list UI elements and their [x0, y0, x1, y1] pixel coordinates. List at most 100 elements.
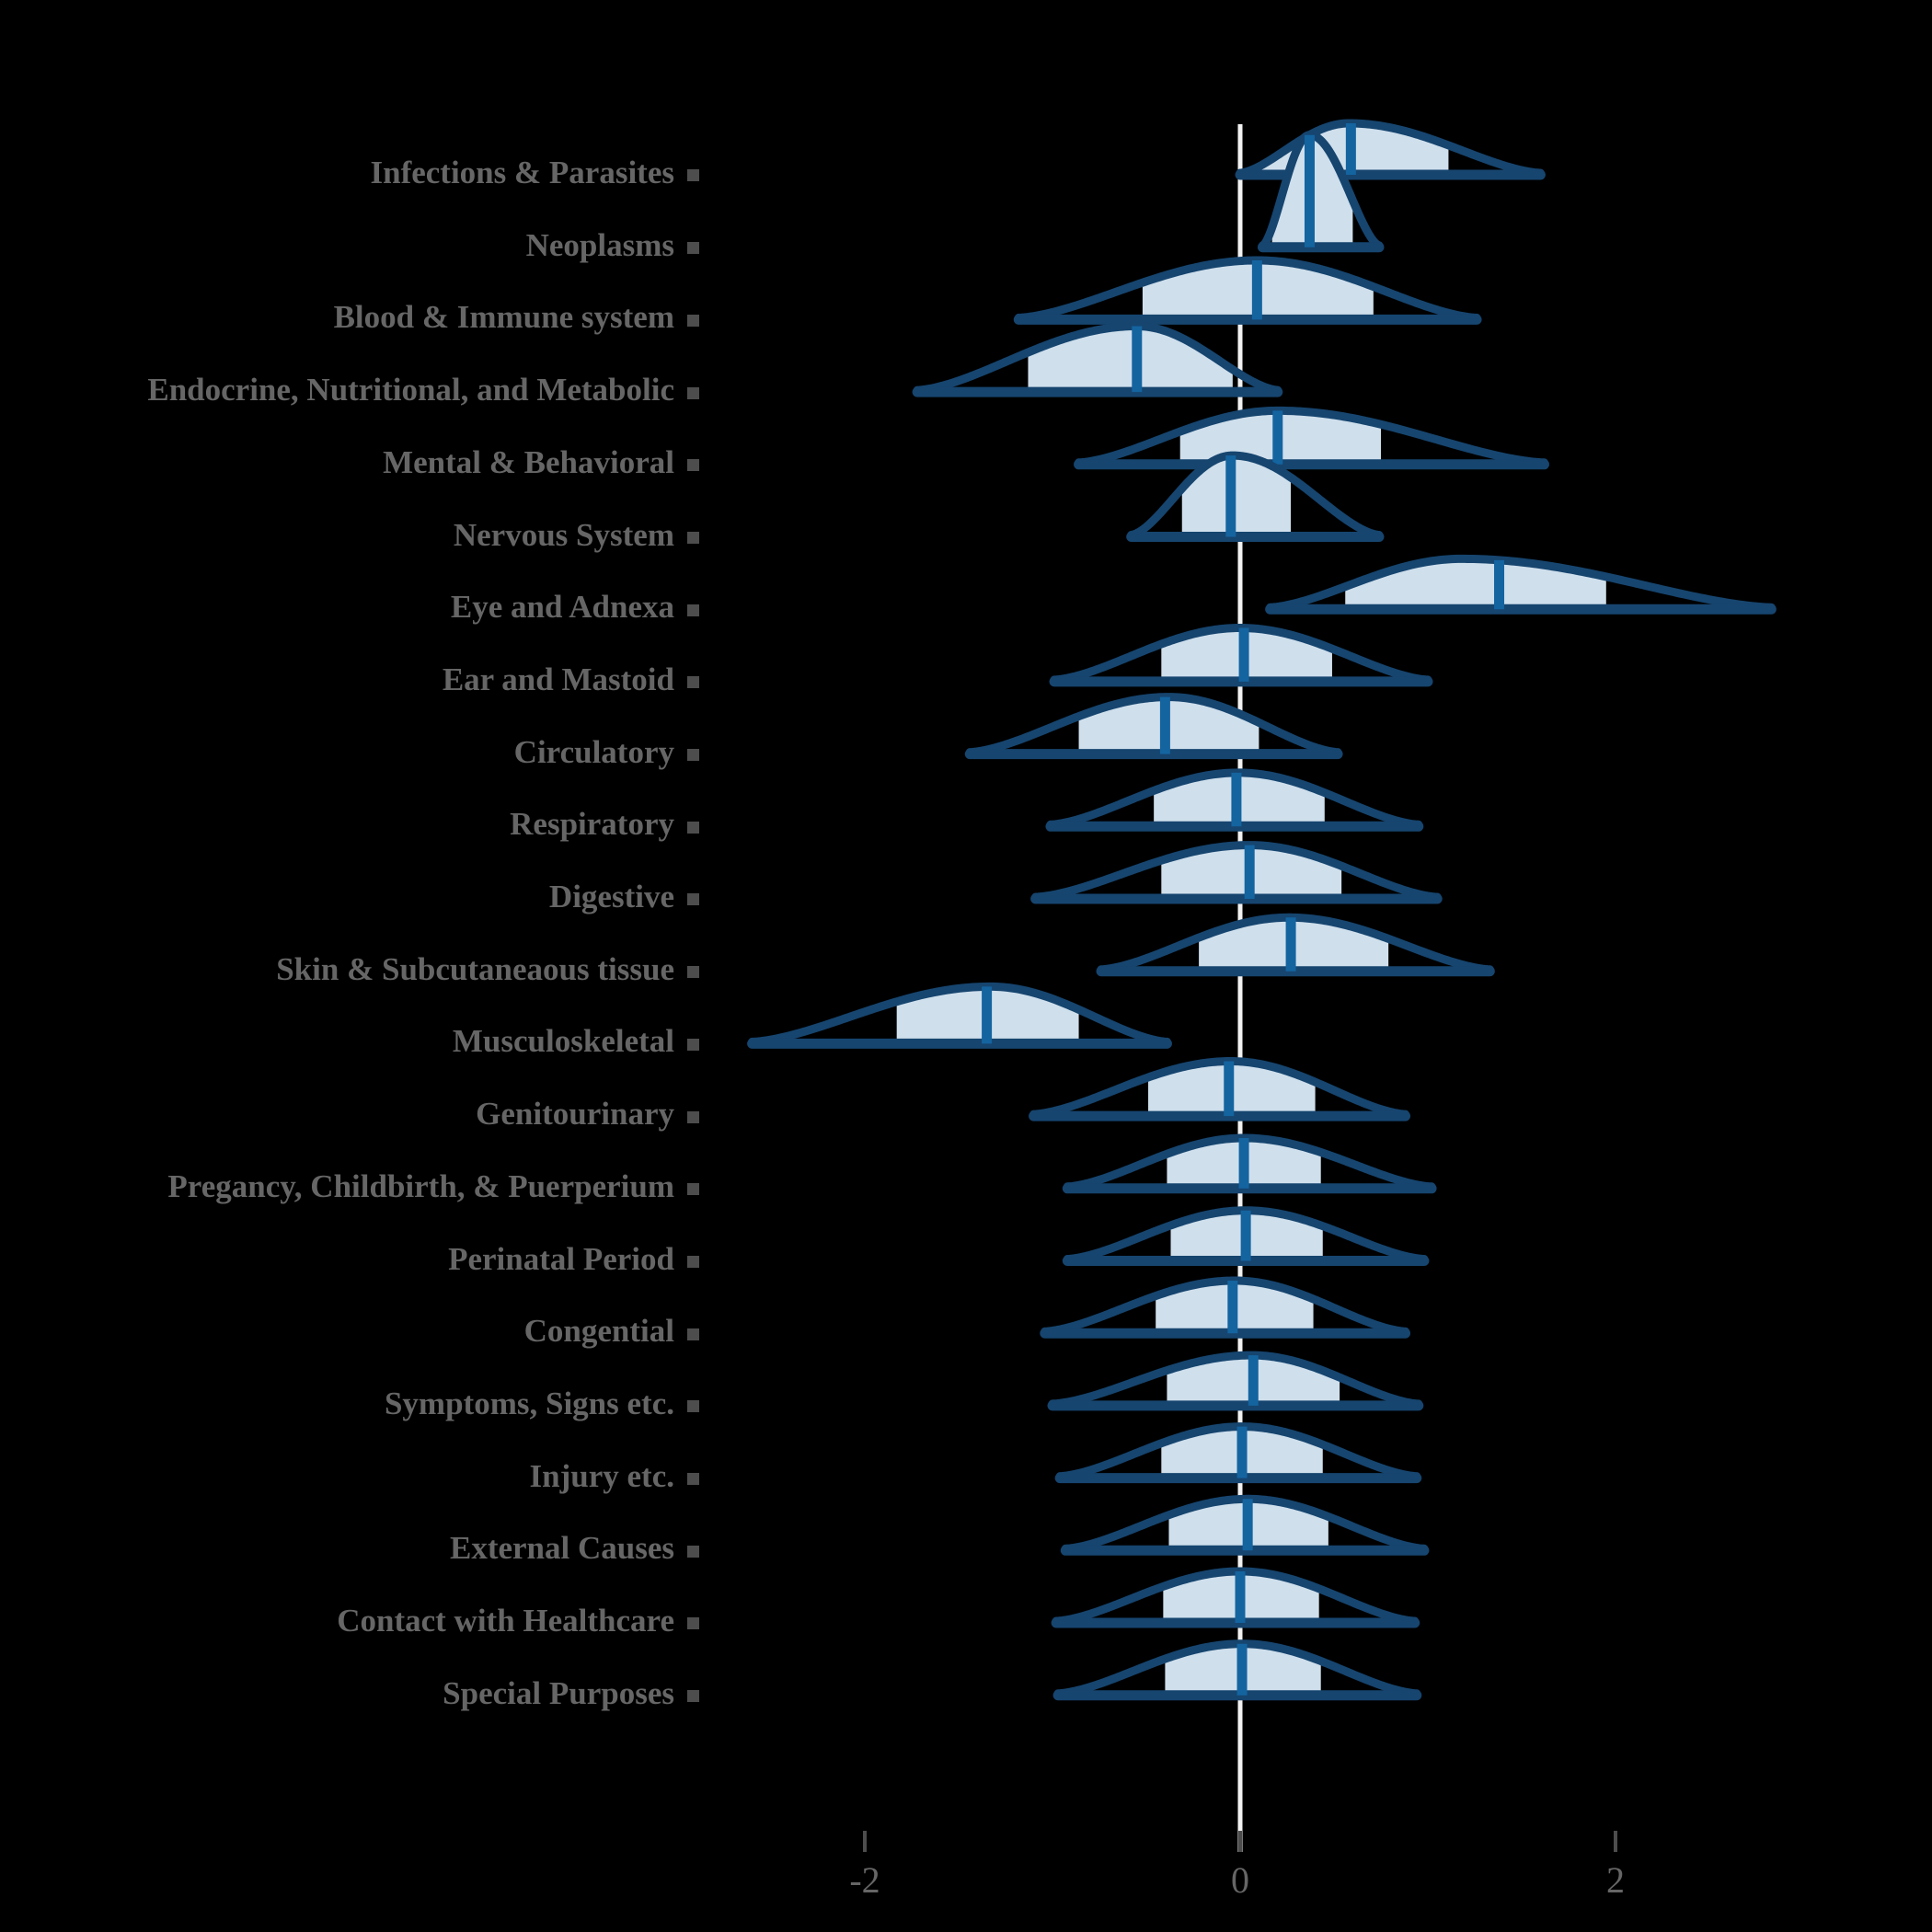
- y-axis-label-19: External Causes: [450, 1530, 699, 1567]
- y-axis-label-text: Circulatory: [513, 733, 674, 770]
- violin-20: [1051, 1567, 1420, 1628]
- violin-outline: [1029, 1057, 1410, 1119]
- y-axis-tick-marker-icon: [687, 1328, 699, 1340]
- y-axis-label-text: Symptoms, Signs etc.: [384, 1385, 674, 1421]
- y-axis-label-text: Respiratory: [510, 806, 674, 843]
- x-axis-tick-label-2: 2: [1606, 1859, 1625, 1901]
- y-axis-label-6: Eye and Adnexa: [451, 589, 699, 626]
- y-axis-label-text: Skin & Subcutaneaous tissue: [276, 950, 674, 987]
- y-axis-label-9: Respiratory: [510, 806, 699, 843]
- violin-14: [1062, 1133, 1437, 1194]
- violin-10: [1030, 841, 1443, 904]
- violin-outline: [1266, 554, 1776, 612]
- y-axis-label-11: Skin & Subcutaneaous tissue: [276, 951, 699, 988]
- y-axis-label-text: Ear and Mastoid: [442, 661, 674, 697]
- y-axis-label-text: Perinatal Period: [448, 1240, 674, 1277]
- y-axis-label-text: Infections & Parasites: [370, 155, 674, 190]
- y-axis-label-text: Special Purposes: [443, 1674, 674, 1711]
- y-axis-label-1: Neoplasms: [526, 227, 699, 264]
- y-axis-label-text: Endocrine, Nutritional, and Metabolic: [147, 372, 674, 408]
- y-axis-tick-marker-icon: [687, 966, 699, 979]
- y-axis-label-17: Symptoms, Signs etc.: [385, 1386, 699, 1422]
- y-axis-label-5: Nervous System: [454, 517, 699, 554]
- y-axis-label-text: Musculoskeletal: [452, 1023, 674, 1060]
- violin-18: [1054, 1422, 1422, 1484]
- y-axis-tick-marker-icon: [687, 1255, 699, 1268]
- y-axis-label-text: External Causes: [449, 1530, 674, 1567]
- violin-outline: [1014, 256, 1481, 322]
- violin-8: [964, 693, 1343, 760]
- y-axis-label-14: Pregancy, Childbirth, & Puerperium: [167, 1168, 699, 1205]
- violin-13: [1029, 1057, 1411, 1121]
- y-axis-label-text: Blood & Immune system: [333, 299, 674, 336]
- violin-outline: [965, 693, 1342, 757]
- violin-ci-fill: [1345, 558, 1606, 608]
- y-axis-tick-marker-icon: [687, 314, 699, 327]
- y-axis-label-21: Special Purposes: [443, 1675, 699, 1712]
- y-axis-label-text: Genitourinary: [476, 1096, 674, 1133]
- y-axis-label-text: Mental & Behavioral: [383, 443, 674, 480]
- y-axis-label-7: Ear and Mastoid: [443, 661, 699, 698]
- violin-outline: [1048, 1351, 1423, 1409]
- y-axis-tick-marker-icon: [687, 459, 699, 472]
- violin-11: [1096, 913, 1495, 977]
- violin-16: [1040, 1276, 1411, 1339]
- y-axis-tick-marker-icon: [687, 169, 699, 182]
- violin-outline: [748, 982, 1171, 1046]
- y-axis-label-text: Pregancy, Childbirth, & Puerperium: [167, 1167, 674, 1204]
- violin-4: [1074, 406, 1549, 470]
- y-axis-tick-marker-icon: [687, 1690, 699, 1703]
- y-axis-label-text: Neoplasms: [525, 226, 674, 263]
- y-axis-label-text: Injury etc.: [529, 1457, 674, 1494]
- y-axis-label-10: Digestive: [549, 879, 699, 915]
- y-axis-label-15: Perinatal Period: [448, 1241, 699, 1278]
- violin-ci-fill: [1028, 326, 1233, 391]
- y-axis-labels: Infections & Parasites Neoplasms Blood & I…: [0, 0, 699, 1932]
- y-axis-tick-marker-icon: [687, 604, 699, 616]
- y-axis-tick-marker-icon: [687, 1038, 699, 1051]
- violin-5: [1126, 451, 1385, 542]
- y-axis-label-text: Nervous System: [453, 516, 674, 553]
- x-axis-tick-label-0: -2: [849, 1859, 880, 1901]
- violin-6: [1265, 554, 1777, 615]
- y-axis-tick-marker-icon: [687, 1183, 699, 1196]
- y-axis-label-20: Contact with Healthcare: [337, 1603, 699, 1639]
- violin-outline: [1127, 451, 1384, 539]
- violin-outline: [1050, 624, 1432, 684]
- x-axis-tick-label-1: 0: [1231, 1859, 1249, 1901]
- y-axis-label-text: Digestive: [548, 879, 674, 914]
- y-axis-label-text: Contact with Healthcare: [337, 1603, 674, 1639]
- violin-outline: [1236, 119, 1545, 178]
- y-axis-label-18: Injury etc.: [530, 1458, 699, 1495]
- violin-21: [1052, 1639, 1422, 1701]
- violin-outline: [1031, 841, 1442, 902]
- y-axis-tick-marker-icon: [687, 531, 699, 544]
- violin-7: [1049, 624, 1433, 687]
- y-axis-tick-marker-icon: [687, 821, 699, 834]
- violin-1: [1257, 131, 1385, 253]
- y-axis-label-3: Endocrine, Nutritional, and Metabolic: [147, 372, 699, 408]
- y-axis-tick-marker-icon: [687, 1400, 699, 1413]
- y-axis-tick-marker-icon: [687, 676, 699, 689]
- violin-outline: [1063, 1133, 1436, 1191]
- y-axis-tick-marker-icon: [687, 749, 699, 762]
- violin-17: [1047, 1351, 1424, 1411]
- y-axis-label-0: Infections & Parasites: [370, 155, 699, 191]
- violin-3: [912, 322, 1283, 397]
- y-axis-label-8: Circulatory: [514, 734, 699, 771]
- y-axis-tick-marker-icon: [687, 242, 699, 255]
- y-axis-tick-marker-icon: [687, 1473, 699, 1486]
- violin-outline: [1075, 406, 1548, 467]
- y-axis-label-13: Genitourinary: [476, 1096, 699, 1133]
- y-axis-tick-marker-icon: [687, 1110, 699, 1123]
- y-axis-tick-marker-icon: [687, 386, 699, 399]
- y-axis-label-4: Mental & Behavioral: [383, 444, 699, 481]
- y-axis-tick-marker-icon: [687, 893, 699, 906]
- violin-outline: [1258, 131, 1384, 250]
- violin-19: [1060, 1494, 1430, 1556]
- violin-ci-fill: [1181, 455, 1292, 535]
- violin-outline: [1041, 1276, 1410, 1336]
